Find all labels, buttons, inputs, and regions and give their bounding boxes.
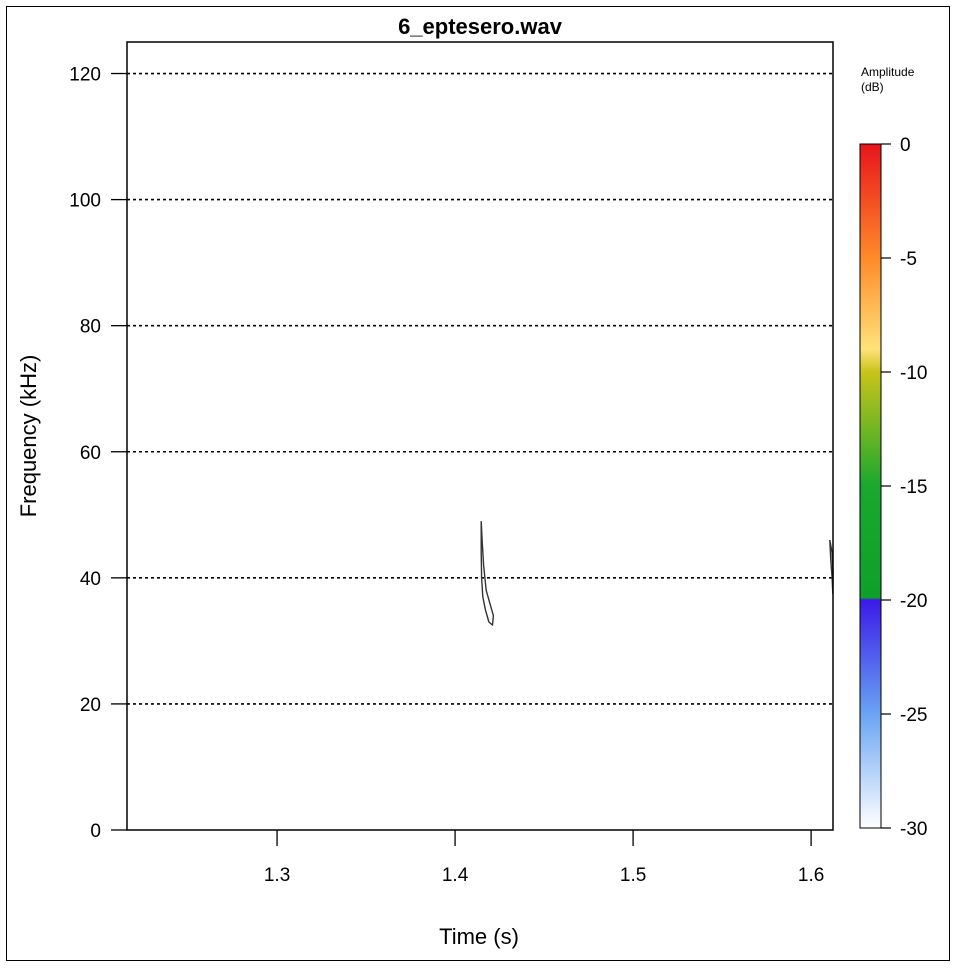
colorbar-tick-label: -5 bbox=[900, 249, 917, 270]
colorbar: Amplitude (dB) 0 -5 -10 -15 -20 -25 -30 bbox=[859, 65, 927, 840]
x-tick-label: 1.6 bbox=[798, 865, 824, 886]
colorbar-title-line1: Amplitude bbox=[861, 65, 915, 79]
colorbar-tick-label: -30 bbox=[900, 819, 927, 840]
y-tick-label: 100 bbox=[69, 191, 101, 212]
call-contours bbox=[480, 521, 834, 626]
y-axis-title: Frequency (kHz) bbox=[16, 355, 41, 518]
chart-title: 6_eptesero.wav bbox=[398, 14, 563, 39]
colorbar-tick-label: -20 bbox=[900, 591, 927, 612]
colorbar-tick-label: 0 bbox=[900, 135, 911, 156]
colorbar-tick-label: -25 bbox=[900, 705, 927, 726]
y-tick-label: 40 bbox=[80, 569, 101, 590]
y-tick-label: 80 bbox=[80, 317, 101, 338]
x-tick-label: 1.3 bbox=[264, 865, 290, 886]
x-tick-label: 1.4 bbox=[442, 865, 469, 886]
colorbar-scale bbox=[859, 143, 882, 829]
y-axis: 0 20 40 60 80 100 120 bbox=[69, 65, 127, 842]
x-tick-label: 1.5 bbox=[620, 865, 646, 886]
colorbar-ticks: 0 -5 -10 -15 -20 -25 -30 bbox=[881, 135, 927, 840]
y-tick-label: 20 bbox=[80, 695, 101, 716]
plot-area bbox=[126, 41, 834, 831]
plot-frame bbox=[6, 6, 950, 961]
y-tick-label: 120 bbox=[69, 65, 101, 86]
colorbar-tick-label: -15 bbox=[900, 477, 927, 498]
grid-lines bbox=[127, 72, 833, 705]
x-axis-title: Time (s) bbox=[439, 924, 519, 949]
y-tick-label: 0 bbox=[90, 821, 101, 842]
y-tick-label: 60 bbox=[80, 443, 101, 464]
x-axis: 1.3 1.4 1.5 1.6 bbox=[264, 830, 824, 886]
colorbar-title-line2: (dB) bbox=[861, 80, 884, 94]
contour-call-1 bbox=[480, 521, 495, 626]
colorbar-tick-label: -10 bbox=[900, 363, 927, 384]
